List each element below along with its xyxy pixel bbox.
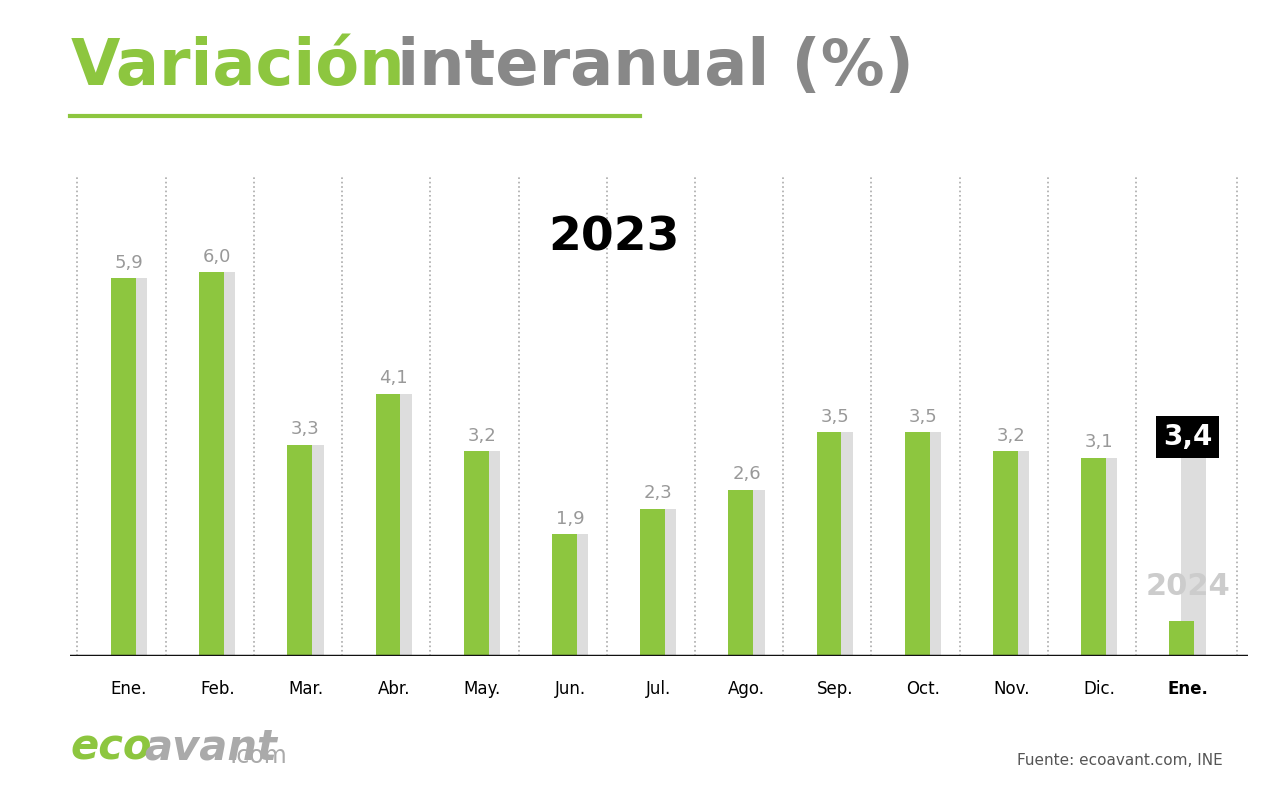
Text: .com: .com (229, 744, 287, 768)
Bar (1093, 458, 1117, 656)
Bar (1005, 451, 1029, 656)
Bar (387, 394, 412, 656)
Text: 2,6: 2,6 (732, 465, 760, 483)
Bar (652, 509, 676, 656)
Text: Jul.: Jul. (645, 680, 671, 698)
Text: 1,9: 1,9 (556, 510, 585, 528)
Text: Jun.: Jun. (554, 680, 586, 698)
Text: Ene.: Ene. (111, 680, 147, 698)
Text: Feb.: Feb. (200, 680, 234, 698)
Text: 3,2: 3,2 (467, 426, 497, 445)
Bar (463, 451, 489, 656)
Bar (640, 509, 664, 656)
Text: 3,3: 3,3 (291, 421, 320, 438)
Text: Dic.: Dic. (1083, 680, 1115, 698)
Bar (993, 451, 1018, 656)
Bar (916, 432, 941, 656)
Bar (1170, 621, 1194, 656)
Bar (475, 451, 500, 656)
Bar (111, 278, 136, 656)
Text: avant: avant (145, 726, 278, 768)
Text: Oct.: Oct. (906, 680, 940, 698)
Text: Nov.: Nov. (993, 680, 1029, 698)
Bar (740, 490, 764, 656)
Text: Mar.: Mar. (288, 680, 323, 698)
Text: Sep.: Sep. (817, 680, 852, 698)
Text: 5,9: 5,9 (115, 254, 143, 272)
Text: 6,0: 6,0 (204, 248, 232, 266)
Text: 2,3: 2,3 (644, 484, 673, 502)
Text: 3,1: 3,1 (1085, 434, 1114, 451)
Text: May.: May. (463, 680, 500, 698)
Bar (1181, 458, 1206, 656)
Text: 3,5: 3,5 (820, 408, 849, 426)
Text: interanual (%): interanual (%) (375, 36, 914, 98)
Bar (211, 272, 236, 656)
Text: Variación: Variación (70, 36, 404, 98)
Bar (298, 445, 324, 656)
Text: 2023: 2023 (549, 216, 680, 261)
Text: 4,1: 4,1 (379, 370, 408, 387)
Text: Abr.: Abr. (378, 680, 410, 698)
Text: eco: eco (70, 726, 152, 768)
Bar (200, 272, 224, 656)
Bar (375, 394, 401, 656)
Text: 3,2: 3,2 (997, 426, 1025, 445)
Bar (905, 432, 929, 656)
Text: 2024: 2024 (1146, 572, 1230, 601)
Bar (1082, 458, 1106, 656)
Bar (288, 445, 312, 656)
Text: Ago.: Ago. (728, 680, 765, 698)
Bar (552, 534, 577, 656)
Text: 3,4: 3,4 (1164, 423, 1212, 451)
Bar (817, 432, 841, 656)
Bar (563, 534, 589, 656)
Text: Fuente: ecoavant.com, INE: Fuente: ecoavant.com, INE (1016, 753, 1222, 768)
Bar (828, 432, 852, 656)
Bar (728, 490, 753, 656)
Text: Ene.: Ene. (1167, 680, 1208, 698)
Bar (123, 278, 147, 656)
Text: 3,5: 3,5 (909, 408, 937, 426)
